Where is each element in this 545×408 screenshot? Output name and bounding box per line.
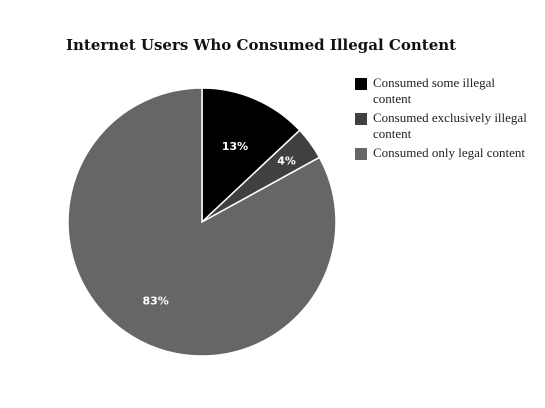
legend-label-some-illegal: Consumed some illegal content — [373, 75, 496, 106]
slice-label-only-legal: 83% — [142, 294, 168, 307]
slice-label-some-illegal: 13% — [222, 140, 248, 153]
legend-swatch-exclusively-illegal — [355, 113, 367, 125]
legend: Consumed some illegal content Consumed e… — [355, 75, 540, 164]
legend-item: Consumed only legal content — [355, 145, 540, 161]
legend-label-only-legal: Consumed only legal content — [373, 145, 526, 160]
pie-slice-only-legal — [67, 87, 337, 357]
legend-swatch-only-legal — [355, 148, 367, 160]
legend-swatch-some-illegal — [355, 78, 367, 90]
chart-title: Internet Users Who Consumed Illegal Cont… — [66, 36, 457, 54]
slice-label-exclusively-illegal: 4% — [277, 155, 296, 168]
legend-label-exclusively-illegal: Consumed exclusively illegal content — [373, 110, 527, 141]
pie-slice-some-illegal — [201, 87, 301, 224]
legend-item: Consumed exclusively illegal content — [355, 110, 540, 142]
legend-item: Consumed some illegal content — [355, 75, 540, 107]
